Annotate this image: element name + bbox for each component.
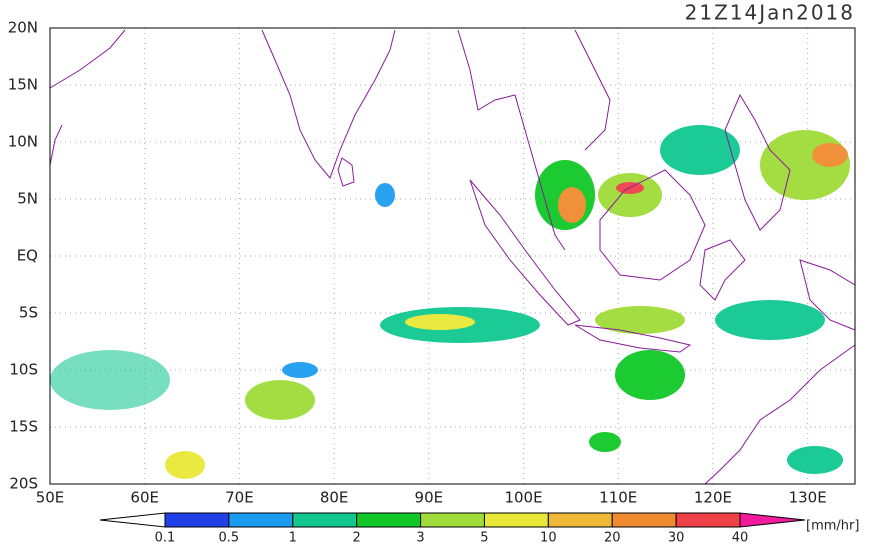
coastline: [469, 179, 581, 326]
rain-area: [787, 446, 843, 474]
lon-tick-label: 120E: [694, 489, 732, 507]
plot-frame: [49, 27, 856, 485]
coastline: [261, 29, 396, 179]
rain-areas: [50, 125, 850, 479]
colorbar-label: 3: [416, 531, 424, 545]
colorbar-label: 20: [604, 531, 621, 545]
lat-tick-label: EQ: [17, 247, 38, 265]
colorbar-box: [675, 512, 741, 528]
rain-area: [50, 350, 170, 410]
map-title: 21Z14Jan2018: [685, 1, 855, 25]
colorbar-label: 0.1: [155, 531, 176, 545]
rain-area: [375, 183, 395, 207]
rain-area: [715, 300, 825, 340]
rain-area: [245, 380, 315, 420]
colorbar-label: 0.5: [219, 531, 240, 545]
colorbar-high-triangle: [739, 512, 806, 528]
colorbar-box: [483, 512, 549, 528]
lat-tick-label: 15N: [8, 76, 38, 94]
coastline: [574, 29, 611, 151]
colorbar-label: 2: [353, 531, 361, 545]
rain-area: [558, 187, 586, 223]
lon-tick-label: 100E: [504, 489, 542, 507]
lon-tick-label: 90E: [415, 489, 444, 507]
lon-tick-label: 110E: [599, 489, 637, 507]
lat-tick-label: 5N: [17, 190, 38, 208]
coastline: [724, 93, 791, 231]
lon-tick-label: 130E: [789, 489, 827, 507]
rain-area: [165, 451, 205, 479]
coastline: [457, 29, 566, 251]
colorbar-box: [611, 512, 677, 528]
colorbar-label: 10: [540, 531, 557, 545]
rain-area: [595, 306, 685, 334]
lat-tick-label: 5S: [19, 304, 38, 322]
axes: 50E 60E 70E 80E 90E 100E 110E 120E 130E 20N 15N 10N…: [8, 19, 827, 507]
lat-tick-label: 10N: [8, 133, 38, 151]
coastline: [599, 169, 706, 281]
rain-area: [615, 350, 685, 400]
coastline: [704, 344, 856, 485]
coastline: [699, 239, 746, 301]
lat-tick-label: 15S: [9, 418, 38, 436]
lat-tick-label: 10S: [9, 361, 38, 379]
coastline: [49, 29, 126, 89]
rain-area: [598, 173, 662, 217]
coastline: [337, 157, 355, 187]
lat-tick-label: 20N: [8, 19, 38, 37]
rain-area: [660, 125, 740, 175]
colorbar-box: [547, 512, 613, 528]
colorbar-box: [292, 512, 358, 528]
rain-area: [282, 362, 318, 378]
coastline: [49, 124, 63, 166]
lon-tick-label: 70E: [225, 489, 254, 507]
coastline: [574, 324, 692, 353]
colorbar-label: 5: [480, 531, 488, 545]
rain-area: [405, 314, 475, 330]
rain-area: [812, 143, 848, 167]
colorbar-box: [164, 512, 230, 528]
colorbar-label: 30: [668, 531, 685, 545]
rain-area: [589, 432, 621, 452]
colorbar-unit: [mm/hr]: [806, 519, 859, 534]
lon-tick-label: 60E: [130, 489, 159, 507]
lon-tick-label: 80E: [320, 489, 349, 507]
lat-tick-label: 20S: [9, 475, 38, 493]
coastlines: [49, 29, 856, 485]
lon-tick-label: 50E: [36, 489, 65, 507]
colorbar-label: 40: [732, 531, 749, 545]
colorbar-box: [228, 512, 294, 528]
colorbar: 0.1 0.5 1 2 3 5 10 20 30 40: [99, 512, 806, 546]
colorbar-box: [420, 512, 485, 528]
colorbar-label: 1: [289, 531, 297, 545]
colorbar-box: [356, 512, 422, 528]
